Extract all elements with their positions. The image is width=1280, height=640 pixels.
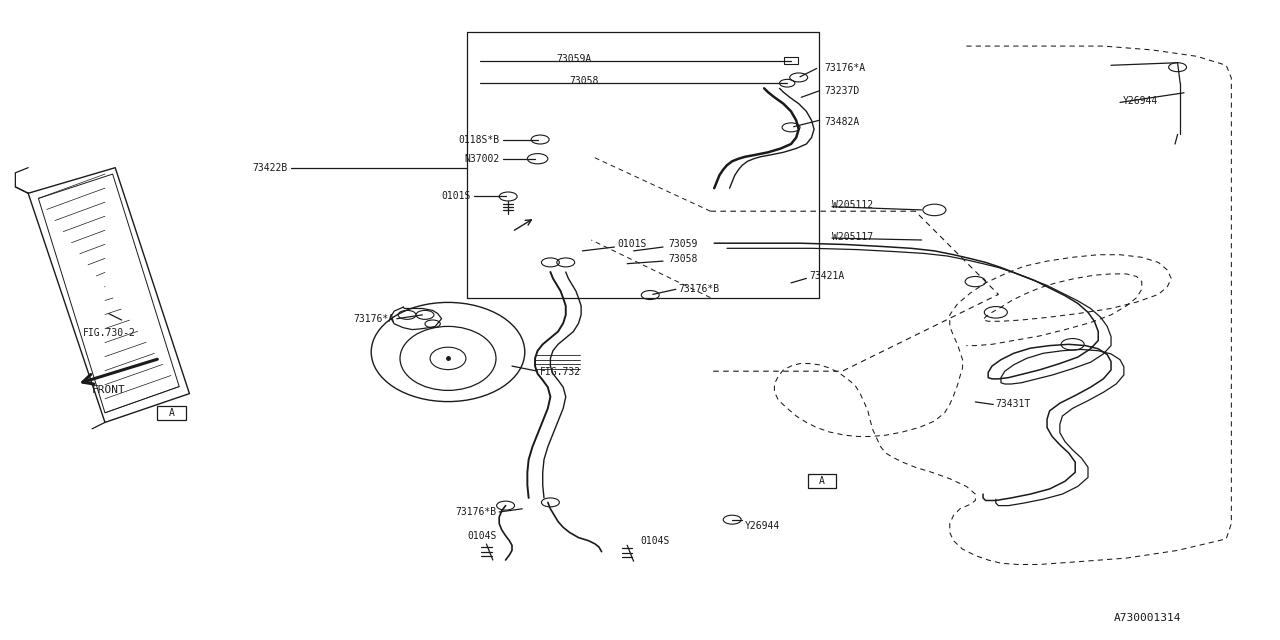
Text: FIG.732: FIG.732 — [540, 367, 581, 378]
Bar — [808, 474, 836, 488]
Text: FRONT: FRONT — [92, 385, 125, 396]
Bar — [157, 406, 186, 420]
Text: N37002: N37002 — [463, 154, 499, 164]
Text: FIG.730-2: FIG.730-2 — [83, 328, 136, 338]
Text: 73176*A: 73176*A — [824, 63, 865, 74]
Text: 73058: 73058 — [668, 254, 698, 264]
Text: 0104S: 0104S — [467, 531, 497, 541]
Text: 0101S: 0101S — [442, 191, 471, 202]
Text: 73176*A: 73176*A — [353, 314, 394, 324]
Text: 73059: 73059 — [668, 239, 698, 250]
Text: A730001314: A730001314 — [1114, 612, 1181, 623]
Text: A: A — [819, 476, 824, 486]
Text: Y26944: Y26944 — [745, 521, 781, 531]
Text: A: A — [169, 408, 174, 418]
Text: 73482A: 73482A — [824, 116, 860, 127]
Text: 0101S: 0101S — [617, 239, 646, 250]
Text: 73058: 73058 — [570, 76, 599, 86]
Text: 73176*B: 73176*B — [678, 284, 719, 294]
Text: 73422B: 73422B — [252, 163, 288, 173]
Text: 73176*B: 73176*B — [456, 507, 497, 517]
Text: Y26944: Y26944 — [1123, 96, 1158, 106]
Text: 73237D: 73237D — [824, 86, 860, 96]
Text: 73421A: 73421A — [809, 271, 845, 282]
Bar — [783, 58, 799, 65]
Text: 73059A: 73059A — [557, 54, 593, 64]
Text: 73431T: 73431T — [996, 399, 1032, 410]
Text: 0118S*B: 0118S*B — [458, 134, 499, 145]
Text: W205117: W205117 — [832, 232, 873, 242]
Text: 0104S: 0104S — [640, 536, 669, 546]
Text: W205112: W205112 — [832, 200, 873, 210]
